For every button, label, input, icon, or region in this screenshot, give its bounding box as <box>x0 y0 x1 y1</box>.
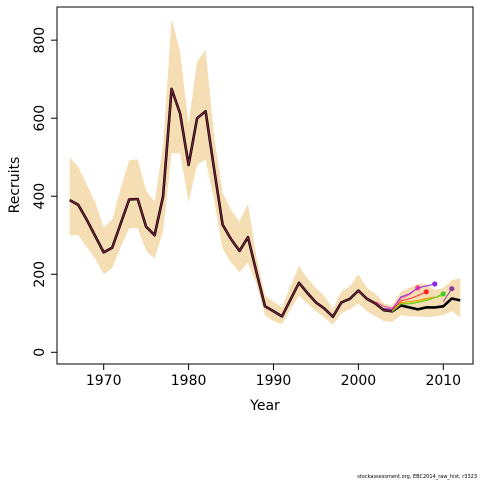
footer-credit: stockassessment.org, EBC2014_raw_hist, r… <box>357 474 477 480</box>
retro-series-line <box>69 88 402 318</box>
x-axis-ticks: 1970 1980 1990 2000 2010 <box>86 364 461 389</box>
x-tick-label: 1970 <box>86 373 122 389</box>
x-axis-label: Year <box>249 398 280 414</box>
retro-peel-endpoint-2 <box>432 281 438 287</box>
retro-peel-endpoint-7 <box>449 286 455 292</box>
retro-peel-line-3 <box>391 291 427 311</box>
confidence-band-layer <box>69 18 461 325</box>
x-tick-label: 1990 <box>256 373 292 389</box>
x-tick-label: 1980 <box>171 373 207 389</box>
y-tick-label: 800 <box>32 27 48 54</box>
x-tick-label: 2010 <box>425 373 461 389</box>
confidence-band <box>69 18 461 325</box>
retro-peel-line-6 <box>391 293 444 313</box>
y-tick-label: 400 <box>32 183 48 210</box>
plot-frame <box>56 6 474 365</box>
retro-peel-endpoint-6 <box>440 291 446 297</box>
y-tick-label: 200 <box>32 261 48 288</box>
x-tick-label: 2000 <box>341 373 377 389</box>
y-axis-label: Recruits <box>7 157 23 214</box>
y-tick-label: 0 <box>32 348 48 357</box>
retro-peel-endpoint-3 <box>423 289 429 295</box>
series-line-layer <box>69 87 461 319</box>
retro-peel-line-2 <box>383 283 435 310</box>
y-tick-label: 600 <box>32 105 48 132</box>
y-axis-ticks: 0 200 400 600 800 <box>32 27 57 357</box>
retro-peel-layer <box>375 281 455 313</box>
retro-peel-line-4 <box>391 296 435 312</box>
